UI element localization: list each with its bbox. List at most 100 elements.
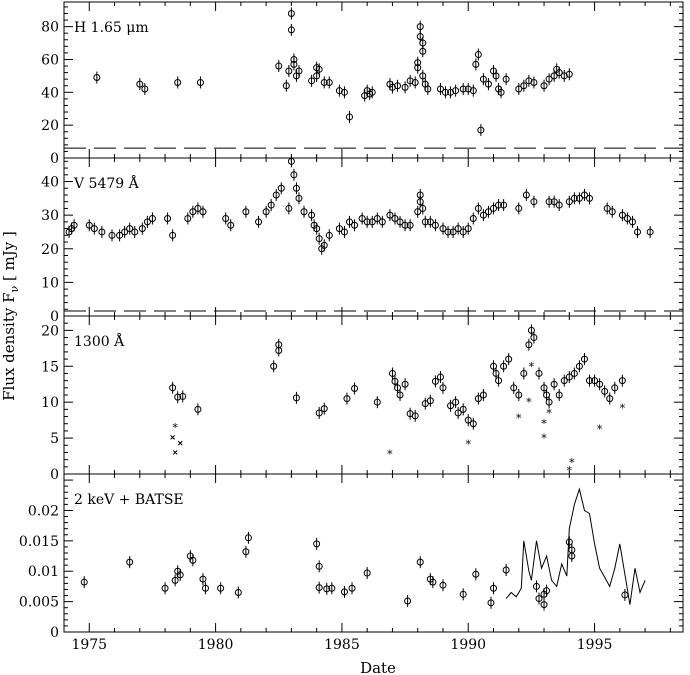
data-point xyxy=(351,221,359,229)
data-point xyxy=(414,208,422,216)
data-point xyxy=(550,72,558,80)
series-cross xyxy=(170,435,183,455)
data-point xyxy=(406,221,414,229)
data-point xyxy=(308,211,316,219)
data-point xyxy=(431,377,439,385)
y-tick-label: 0.02 xyxy=(28,503,59,519)
data-point xyxy=(272,191,280,199)
data-point xyxy=(320,241,328,249)
panel-frame xyxy=(63,157,684,317)
data-point xyxy=(242,548,250,556)
data-point xyxy=(391,215,399,223)
data-point xyxy=(171,576,179,584)
data-point xyxy=(315,235,323,243)
x-axis-label: Date xyxy=(360,659,396,675)
data-point xyxy=(436,373,444,381)
y-tick-label: 0 xyxy=(50,467,59,483)
y-tick-label: 10 xyxy=(41,395,59,411)
data-point xyxy=(194,405,202,413)
y-tick-label: 20 xyxy=(41,323,59,339)
data-point xyxy=(449,228,457,236)
data-point xyxy=(495,377,503,385)
data-point xyxy=(606,395,614,403)
data-point xyxy=(85,221,93,229)
data-point xyxy=(242,208,250,216)
data-point xyxy=(141,85,149,93)
data-point xyxy=(603,204,611,212)
y-tick-label: 40 xyxy=(41,85,59,101)
y-axis-label: Flux density Fν [ mJy ] xyxy=(0,231,21,401)
data-point xyxy=(217,584,225,592)
data-point xyxy=(126,558,134,566)
data-point xyxy=(540,82,548,90)
data-point xyxy=(290,60,298,68)
data-point xyxy=(93,74,101,82)
y-tick-label: 5 xyxy=(50,431,59,447)
data-point xyxy=(416,32,424,40)
y-tick-label: 0 xyxy=(50,309,59,325)
y-tick-label: 0.01 xyxy=(28,564,59,580)
data-point xyxy=(469,87,477,95)
data-point xyxy=(325,78,333,86)
data-point xyxy=(194,204,202,212)
data-point xyxy=(532,582,540,590)
data-point xyxy=(591,377,599,385)
x-tick-label: 1990 xyxy=(450,637,486,653)
data-point xyxy=(565,198,573,206)
series-circle-errorbar xyxy=(80,531,629,611)
data-point xyxy=(495,201,503,209)
data-point xyxy=(611,384,619,392)
data-point xyxy=(601,387,609,395)
data-point xyxy=(560,72,568,80)
x-tick-label: 1985 xyxy=(324,637,360,653)
data-point xyxy=(502,75,510,83)
data-point xyxy=(580,355,588,363)
data-point xyxy=(244,534,252,542)
data-point-star: * xyxy=(387,448,393,461)
data-point-star: * xyxy=(172,421,178,434)
data-point xyxy=(267,201,275,209)
data-point xyxy=(320,405,328,413)
data-point xyxy=(363,218,371,226)
panel-label: V 5479 Å xyxy=(73,174,140,192)
data-point xyxy=(479,391,487,399)
data-point xyxy=(535,595,543,603)
data-point xyxy=(515,85,523,93)
data-point xyxy=(234,589,242,596)
data-point xyxy=(396,391,404,399)
data-point xyxy=(320,78,328,86)
data-point xyxy=(479,211,487,219)
y-tick-label: 20 xyxy=(41,242,59,258)
data-point xyxy=(560,377,568,385)
data-point xyxy=(431,221,439,229)
data-point xyxy=(414,59,422,67)
data-point xyxy=(472,570,480,578)
series-line xyxy=(505,487,646,605)
data-point xyxy=(227,221,235,229)
data-point-cross xyxy=(170,435,175,440)
data-point xyxy=(131,228,139,236)
data-point xyxy=(459,590,467,598)
data-point-cross xyxy=(177,440,183,446)
data-point xyxy=(169,384,177,392)
data-point xyxy=(464,85,472,93)
data-point-cross xyxy=(172,450,178,455)
data-point xyxy=(295,194,303,202)
data-point xyxy=(555,201,563,209)
data-point xyxy=(580,191,588,199)
data-point xyxy=(315,584,323,592)
data-point xyxy=(424,85,432,93)
data-point xyxy=(255,218,263,226)
y-tick-label: 15 xyxy=(41,359,59,375)
series-circle-errorbar xyxy=(93,7,573,137)
data-point xyxy=(201,584,209,592)
data-point xyxy=(416,23,424,31)
data-point xyxy=(388,369,396,377)
x-tick-label: 1995 xyxy=(577,637,613,653)
data-point xyxy=(502,566,510,574)
data-point-star: * xyxy=(465,438,471,451)
data-point xyxy=(421,400,429,408)
panel-4: 0 0.005 0.01 0.015 0.02 2 keV + BATSE xyxy=(19,473,684,641)
data-point xyxy=(565,538,573,546)
